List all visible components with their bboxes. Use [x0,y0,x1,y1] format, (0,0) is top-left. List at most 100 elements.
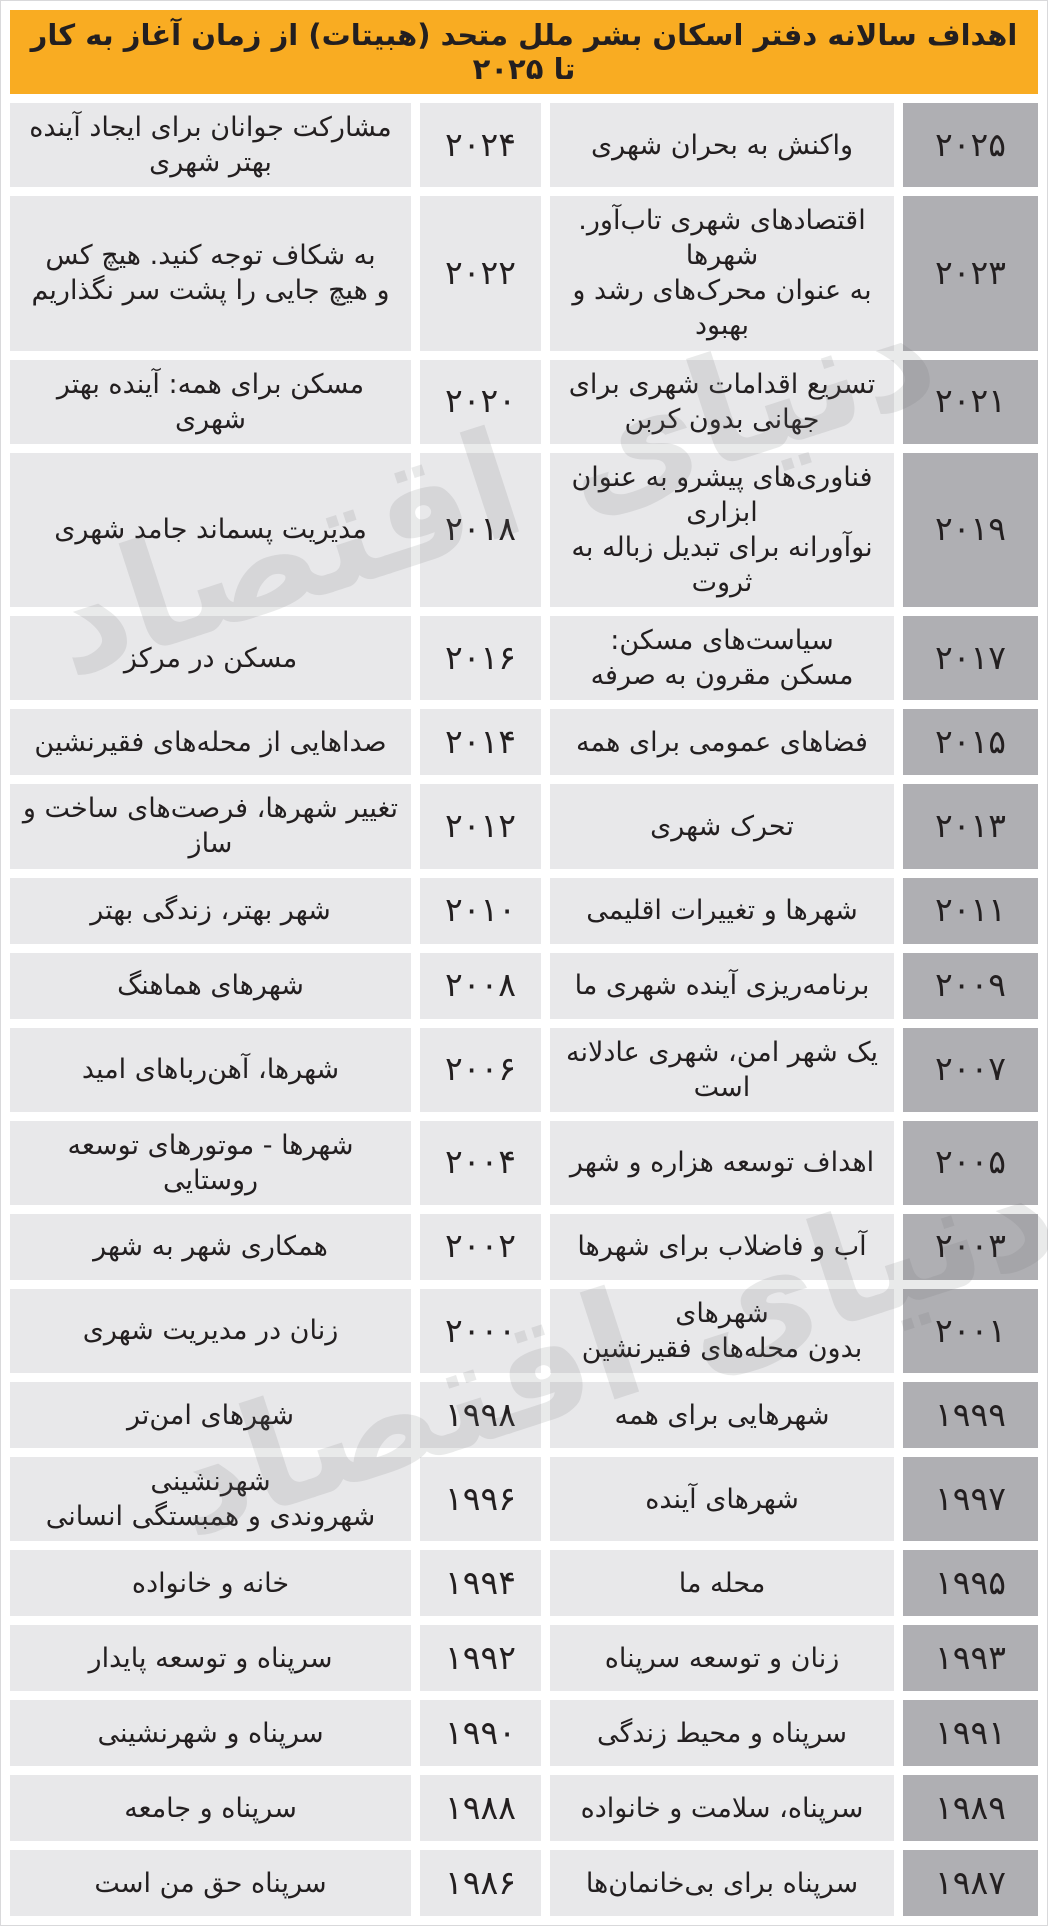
table-row: ۲۰۲۳ اقتصادهای شهری تاب‌آور. شهرها به عن… [10,196,1038,351]
year-even-cell: ۱۹۹۴ [420,1550,541,1617]
theme-even-cell: شهرها - موتورهای توسعه روستایی [10,1120,411,1205]
theme-odd-cell: سرپناه و محیط زندگی [550,1700,894,1767]
year-even-cell: ۲۰۰۴ [420,1120,541,1205]
theme-odd-cell: شهرهایی برای همه [550,1382,894,1449]
page-title: اهداف سالانه دفتر اسکان بشر ملل متحد (هب… [30,18,1018,86]
theme-odd-cell: تسریع اقدامات شهری برای جهانی بدون کربن [550,359,894,444]
theme-odd-cell: اقتصادهای شهری تاب‌آور. شهرها به عنوان م… [550,196,894,351]
theme-odd-cell: شهرها و تغییرات اقلیمی [550,877,894,944]
year-even-cell: ۲۰۱۴ [420,709,541,776]
theme-even-cell: شهرهای امن‌تر [10,1382,411,1449]
table-row: ۲۰۱۵ فضاهای عمومی برای همه ۲۰۱۴ صداهایی … [10,709,1038,776]
year-odd-cell: ۱۹۹۹ [903,1382,1038,1449]
theme-odd-cell: زنان و توسعه سرپناه [550,1625,894,1692]
year-even-cell: ۲۰۰۸ [420,952,541,1019]
title-banner: اهداف سالانه دفتر اسکان بشر ملل متحد (هب… [10,10,1038,94]
year-even-cell: ۲۰۱۶ [420,616,541,701]
theme-even-cell: صداهایی از محله‌های فقیرنشین [10,709,411,776]
theme-even-cell: شهرنشینی شهروندی و همبستگی انسانی [10,1457,411,1542]
year-odd-cell: ۲۰۱۱ [903,877,1038,944]
year-odd-cell: ۲۰۰۳ [903,1213,1038,1280]
year-odd-cell: ۲۰۰۵ [903,1120,1038,1205]
table-row: ۲۰۰۱ شهرهای بدون محله‌های فقیرنشین ۲۰۰۰ … [10,1288,1038,1374]
year-odd-cell: ۲۰۲۵ [903,103,1038,188]
table-row: ۲۰۲۱ تسریع اقدامات شهری برای جهانی بدون … [10,359,1038,444]
theme-odd-cell: واکنش به بحران شهری [550,103,894,188]
theme-even-cell: مسکن برای همه: آینده بهتر شهری [10,359,411,444]
table-row: ۲۰۱۷ سیاست‌های مسکن: مسکن مقرون به صرفه … [10,616,1038,701]
table-row: ۲۰۰۹ برنامه‌ریزی آینده شهری ما ۲۰۰۸ شهره… [10,952,1038,1019]
theme-odd-cell: سرپناه برای بی‌خانمان‌ها [550,1850,894,1917]
table-row: ۲۰۱۱ شهرها و تغییرات اقلیمی ۲۰۱۰ شهر بهت… [10,877,1038,944]
theme-even-cell: سرپناه و جامعه [10,1775,411,1842]
theme-odd-cell: برنامه‌ریزی آینده شهری ما [550,952,894,1019]
year-odd-cell: ۲۰۱۳ [903,784,1038,869]
theme-even-cell: تغییر شهرها، فرصت‌های ساخت و ساز [10,784,411,869]
table-row: ۲۰۰۳ آب و فاضلاب برای شهرها ۲۰۰۲ همکاری … [10,1213,1038,1280]
year-even-cell: ۱۹۹۸ [420,1382,541,1449]
theme-even-cell: خانه و خانواده [10,1550,411,1617]
theme-odd-cell: شهرهای بدون محله‌های فقیرنشین [550,1288,894,1374]
table-row: ۱۹۹۵ محله ما ۱۹۹۴ خانه و خانواده [10,1550,1038,1617]
year-odd-cell: ۱۹۸۹ [903,1775,1038,1842]
year-even-cell: ۲۰۱۰ [420,877,541,944]
year-even-cell: ۲۰۲۲ [420,196,541,351]
theme-odd-cell: فناوری‌های پیشرو به عنوان ابزاری نوآوران… [550,452,894,608]
table-row: ۲۰۱۳ تحرک شهری ۲۰۱۲ تغییر شهرها، فرصت‌ها… [10,784,1038,869]
theme-odd-cell: اهداف توسعه هزاره و شهر [550,1120,894,1205]
year-odd-cell: ۲۰۰۷ [903,1027,1038,1112]
table-row: ۱۹۹۹ شهرهایی برای همه ۱۹۹۸ شهرهای امن‌تر [10,1382,1038,1449]
table-row: ۲۰۲۵ واکنش به بحران شهری ۲۰۲۴ مشارکت جوا… [10,103,1038,188]
theme-odd-cell: فضاهای عمومی برای همه [550,709,894,776]
theme-even-cell: سرپناه حق من است [10,1850,411,1917]
year-even-cell: ۲۰۰۲ [420,1213,541,1280]
theme-even-cell: مسکن در مرکز [10,616,411,701]
table-row: ۱۹۹۱ سرپناه و محیط زندگی ۱۹۹۰ سرپناه و ش… [10,1700,1038,1767]
year-even-cell: ۲۰۱۸ [420,452,541,608]
year-odd-cell: ۱۹۸۷ [903,1850,1038,1917]
year-even-cell: ۲۰۲۰ [420,359,541,444]
year-odd-cell: ۲۰۰۹ [903,952,1038,1019]
theme-odd-cell: سرپناه، سلامت و خانواده [550,1775,894,1842]
year-odd-cell: ۱۹۹۵ [903,1550,1038,1617]
year-odd-cell: ۱۹۹۷ [903,1457,1038,1542]
year-even-cell: ۲۰۰۶ [420,1027,541,1112]
theme-even-cell: زنان در مدیریت شهری [10,1288,411,1374]
year-even-cell: ۱۹۹۰ [420,1700,541,1767]
theme-even-cell: سرپناه و شهرنشینی [10,1700,411,1767]
theme-even-cell: مشارکت جوانان برای ایجاد آینده بهتر شهری [10,103,411,188]
table-row: ۱۹۸۹ سرپناه، سلامت و خانواده ۱۹۸۸ سرپناه… [10,1775,1038,1842]
theme-odd-cell: محله ما [550,1550,894,1617]
table-row: ۱۹۹۳ زنان و توسعه سرپناه ۱۹۹۲ سرپناه و ت… [10,1625,1038,1692]
theme-even-cell: به شکاف توجه کنید. هیچ کس و هیچ جایی را … [10,196,411,351]
year-even-cell: ۲۰۲۴ [420,103,541,188]
year-even-cell: ۲۰۰۰ [420,1288,541,1374]
table-row: ۱۹۸۷ سرپناه برای بی‌خانمان‌ها ۱۹۸۶ سرپنا… [10,1850,1038,1917]
theme-even-cell: سرپناه و توسعه پایدار [10,1625,411,1692]
year-odd-cell: ۲۰۰۱ [903,1288,1038,1374]
theme-even-cell: مدیریت پسماند جامد شهری [10,452,411,608]
theme-even-cell: شهرهای هماهنگ [10,952,411,1019]
theme-even-cell: همکاری شهر به شهر [10,1213,411,1280]
table-row: ۲۰۰۷ یک شهر امن، شهری عادلانه است ۲۰۰۶ ش… [10,1027,1038,1112]
year-even-cell: ۲۰۱۲ [420,784,541,869]
year-odd-cell: ۲۰۲۱ [903,359,1038,444]
year-odd-cell: ۱۹۹۳ [903,1625,1038,1692]
themes-table: ۲۰۲۵ واکنش به بحران شهری ۲۰۲۴ مشارکت جوا… [10,103,1038,1917]
theme-odd-cell: تحرک شهری [550,784,894,869]
year-odd-cell: ۲۰۱۷ [903,616,1038,701]
year-even-cell: ۱۹۹۲ [420,1625,541,1692]
year-odd-cell: ۱۹۹۱ [903,1700,1038,1767]
theme-odd-cell: یک شهر امن، شهری عادلانه است [550,1027,894,1112]
table-row: ۲۰۱۹ فناوری‌های پیشرو به عنوان ابزاری نو… [10,452,1038,608]
year-even-cell: ۱۹۸۸ [420,1775,541,1842]
year-odd-cell: ۲۰۲۳ [903,196,1038,351]
theme-odd-cell: سیاست‌های مسکن: مسکن مقرون به صرفه [550,616,894,701]
theme-even-cell: شهر بهتر، زندگی بهتر [10,877,411,944]
year-odd-cell: ۲۰۱۹ [903,452,1038,608]
theme-odd-cell: شهرهای آینده [550,1457,894,1542]
year-even-cell: ۱۹۸۶ [420,1850,541,1917]
year-odd-cell: ۲۰۱۵ [903,709,1038,776]
year-even-cell: ۱۹۹۶ [420,1457,541,1542]
